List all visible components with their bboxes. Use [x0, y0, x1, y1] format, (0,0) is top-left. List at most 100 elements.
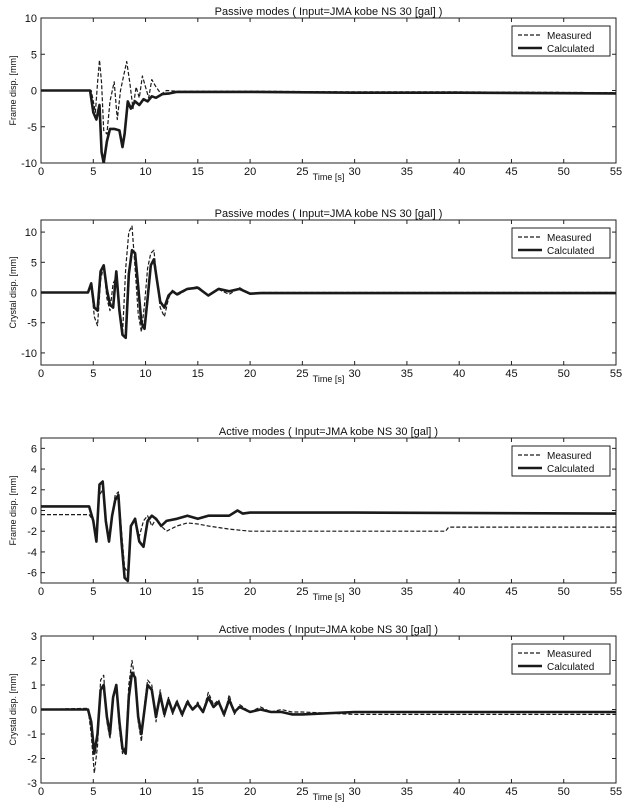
series-line-calculated — [41, 89, 616, 163]
x-tick-label: 55 — [610, 586, 622, 598]
x-axis-label: Time [s] — [313, 592, 345, 602]
series-line-calculated — [41, 671, 616, 755]
x-tick-label: 5 — [90, 786, 96, 798]
x-tick-label: 10 — [139, 786, 151, 798]
y-tick-label: -6 — [27, 568, 37, 580]
x-tick-label: 55 — [610, 786, 622, 798]
y-tick-label: -1 — [27, 729, 37, 741]
x-tick-label: 10 — [139, 368, 151, 380]
x-tick-label: 5 — [90, 586, 96, 598]
chart-panel-2: Passive modes ( Input=JMA kobe NS 30 [ga… — [8, 208, 622, 384]
y-tick-label: 1 — [31, 680, 37, 692]
x-tick-label: 10 — [139, 166, 151, 178]
x-tick-label: 0 — [38, 166, 44, 178]
legend-label: Measured — [547, 649, 591, 660]
x-tick-label: 0 — [38, 786, 44, 798]
legend-label: Calculated — [547, 246, 594, 257]
y-axis-label: Frame disp. [mm] — [8, 475, 18, 545]
y-tick-label: 4 — [31, 464, 37, 476]
x-tick-label: 30 — [349, 166, 361, 178]
legend-label: Measured — [547, 31, 591, 42]
x-tick-label: 25 — [296, 786, 308, 798]
x-tick-label: 50 — [558, 586, 570, 598]
legend-label: Calculated — [547, 662, 594, 673]
y-axis-label: Crystal disp. [mm] — [8, 256, 18, 328]
y-tick-label: 3 — [31, 631, 37, 643]
y-tick-label: -3 — [27, 778, 37, 790]
x-tick-label: 45 — [505, 166, 517, 178]
y-tick-label: -2 — [27, 754, 37, 766]
x-tick-label: 50 — [558, 786, 570, 798]
x-tick-label: 20 — [244, 368, 256, 380]
x-tick-label: 20 — [244, 586, 256, 598]
x-tick-label: 45 — [505, 586, 517, 598]
x-tick-label: 25 — [296, 166, 308, 178]
x-tick-label: 50 — [558, 166, 570, 178]
y-tick-label: -4 — [27, 547, 37, 559]
x-tick-label: 25 — [296, 368, 308, 380]
chart-panel-1: Passive modes ( Input=JMA kobe NS 30 [ga… — [8, 6, 622, 182]
x-tick-label: 0 — [38, 586, 44, 598]
x-tick-label: 30 — [349, 786, 361, 798]
legend-box — [511, 445, 611, 477]
x-tick-label: 35 — [401, 166, 413, 178]
x-tick-label: 0 — [38, 368, 44, 380]
legend-label: Calculated — [547, 464, 594, 475]
x-tick-label: 35 — [401, 368, 413, 380]
x-tick-label: 10 — [139, 586, 151, 598]
y-axis-label: Crystal disp. [mm] — [8, 673, 18, 745]
y-tick-label: -10 — [21, 158, 37, 170]
legend-label: Measured — [547, 233, 591, 244]
x-tick-label: 55 — [610, 368, 622, 380]
y-tick-label: 6 — [31, 443, 37, 455]
x-tick-label: 20 — [244, 166, 256, 178]
series-line-measured — [41, 59, 616, 135]
x-tick-label: 5 — [90, 166, 96, 178]
x-tick-label: 45 — [505, 786, 517, 798]
chart-title: Passive modes ( Input=JMA kobe NS 30 [ga… — [215, 208, 443, 220]
y-tick-label: -10 — [21, 348, 37, 360]
x-axis-label: Time [s] — [313, 792, 345, 802]
x-tick-label: 25 — [296, 586, 308, 598]
chart-title: Active modes ( Input=JMA kobe NS 30 [gal… — [219, 426, 438, 438]
series-line-calculated — [41, 480, 616, 583]
y-tick-label: -2 — [27, 526, 37, 538]
x-tick-label: 15 — [192, 368, 204, 380]
x-tick-label: 5 — [90, 368, 96, 380]
x-tick-label: 35 — [401, 786, 413, 798]
x-tick-label: 40 — [453, 786, 465, 798]
y-tick-label: 0 — [31, 86, 37, 98]
series-line-calculated — [41, 248, 616, 340]
x-tick-label: 40 — [453, 368, 465, 380]
legend-box — [511, 227, 611, 259]
legend-label: Measured — [547, 451, 591, 462]
legend-box — [511, 25, 611, 57]
x-tick-label: 15 — [192, 786, 204, 798]
x-tick-label: 35 — [401, 586, 413, 598]
x-tick-label: 15 — [192, 166, 204, 178]
x-tick-label: 20 — [244, 786, 256, 798]
y-tick-label: -5 — [27, 318, 37, 330]
y-tick-label: 0 — [31, 506, 37, 518]
y-tick-label: -5 — [27, 122, 37, 134]
y-tick-label: 10 — [25, 227, 37, 239]
y-tick-label: 10 — [25, 13, 37, 25]
x-tick-label: 40 — [453, 166, 465, 178]
chart-title: Active modes ( Input=JMA kobe NS 30 [gal… — [219, 624, 438, 636]
x-tick-label: 15 — [192, 586, 204, 598]
x-tick-label: 50 — [558, 368, 570, 380]
chart-title: Passive modes ( Input=JMA kobe NS 30 [ga… — [215, 6, 443, 18]
legend-box — [511, 643, 611, 675]
y-tick-label: 5 — [31, 257, 37, 269]
x-tick-label: 30 — [349, 586, 361, 598]
legend-label: Calculated — [547, 44, 594, 55]
x-tick-label: 40 — [453, 586, 465, 598]
x-axis-label: Time [s] — [313, 172, 345, 182]
x-tick-label: 55 — [610, 166, 622, 178]
chart-panel-4: Active modes ( Input=JMA kobe NS 30 [gal… — [8, 624, 622, 802]
y-tick-label: 5 — [31, 49, 37, 61]
y-tick-label: 2 — [31, 485, 37, 497]
chart-panel-3: Active modes ( Input=JMA kobe NS 30 [gal… — [8, 426, 622, 602]
y-axis-label: Frame disp. [mm] — [8, 55, 18, 125]
